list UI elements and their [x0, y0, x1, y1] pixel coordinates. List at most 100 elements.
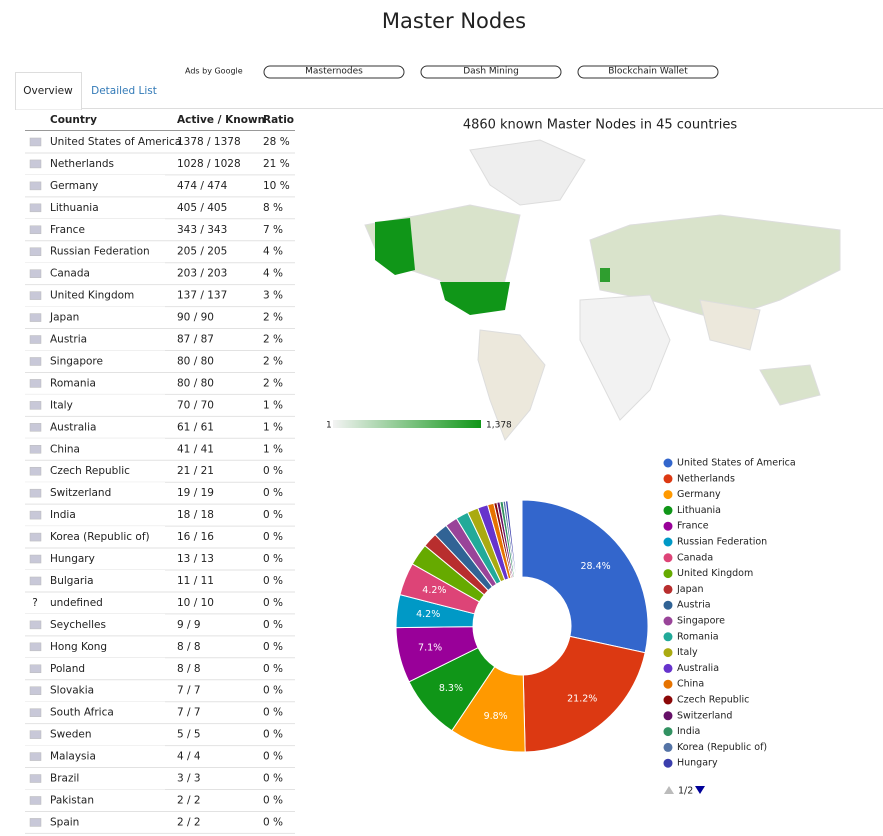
table-cell: 90 / 90 [177, 312, 214, 324]
ad-link[interactable]: Blockchain Wallet [608, 67, 688, 77]
table-cell: 7 / 7 [177, 707, 201, 719]
legend-label[interactable]: China [677, 679, 704, 690]
legend-label[interactable]: France [677, 521, 709, 532]
legend-label[interactable]: Korea (Republic of) [677, 742, 767, 753]
legend-label[interactable]: Netherlands [677, 473, 735, 484]
legend-label[interactable]: Japan [676, 584, 704, 595]
legend-swatch [663, 695, 673, 705]
pie-slice[interactable] [521, 499, 649, 654]
legend-swatch [663, 553, 673, 563]
table-cell: China [50, 443, 80, 455]
table-header: Country [50, 114, 97, 126]
flag [29, 313, 42, 322]
table-cell: Romania [50, 377, 96, 389]
table-cell: 11 / 11 [177, 575, 214, 587]
table-cell: 0 % [263, 531, 283, 543]
flag [29, 752, 42, 761]
map-title: 4860 known Master Nodes in 45 countries [463, 118, 738, 133]
table-cell: Austria [50, 334, 87, 346]
pie-slice[interactable] [504, 500, 518, 578]
tab[interactable]: Detailed List [91, 85, 157, 97]
row-bg [25, 174, 165, 197]
map-legend-bar [333, 420, 481, 428]
table-cell: 474 / 474 [177, 180, 228, 192]
table-cell: 2 % [263, 377, 283, 389]
table-cell: 0 % [263, 794, 283, 806]
legend-label[interactable]: United States of America [677, 458, 796, 469]
flag [29, 137, 42, 147]
row-bg [25, 218, 165, 241]
table-cell: 80 / 80 [177, 377, 214, 389]
ad-link[interactable]: Dash Mining [463, 67, 519, 77]
table-cell: 7 / 7 [177, 685, 201, 697]
tab[interactable]: Overview [23, 85, 73, 97]
row-bg [25, 394, 165, 417]
table-cell: Bulgaria [50, 575, 94, 587]
legend-label[interactable]: Russian Federation [677, 537, 767, 548]
table-cell: Czech Republic [50, 465, 130, 477]
legend-label[interactable]: Austria [677, 600, 711, 611]
legend-pager[interactable] [664, 786, 705, 794]
row-bg [25, 262, 165, 285]
row-bg [25, 570, 165, 592]
table-cell: Lithuania [50, 202, 99, 214]
flag-unknown: ? [32, 597, 38, 609]
table-cell: 405 / 405 [177, 202, 227, 214]
flag [29, 335, 42, 344]
flag [29, 357, 42, 366]
table-cell: Malaysia [50, 751, 96, 763]
table-cell: 1378 / 1378 [177, 136, 241, 148]
flag [29, 730, 42, 739]
pie-slice[interactable] [522, 635, 646, 753]
legend-label[interactable]: Switzerland [677, 710, 732, 721]
legend-label[interactable]: Canada [677, 552, 713, 563]
legend-page: 1/2 [678, 786, 693, 797]
legend-label[interactable]: Lithuania [677, 505, 721, 516]
legend-label[interactable]: Romania [677, 631, 719, 642]
table-cell: 2 % [263, 334, 283, 346]
table-cell: 2 / 2 [177, 794, 201, 806]
row-bg [25, 526, 165, 549]
legend-label[interactable]: Australia [677, 663, 719, 674]
table-cell: Sweden [50, 729, 92, 741]
legend-swatch [663, 679, 673, 689]
table-cell: 1 % [263, 443, 283, 455]
row-bg [25, 131, 165, 153]
ad-link-box[interactable] [263, 65, 405, 79]
table-cell: 19 / 19 [177, 487, 214, 499]
table-cell: 0 % [263, 663, 283, 675]
table-cell: 0 % [263, 773, 283, 785]
legend-label[interactable]: United Kingdom [677, 568, 753, 579]
row-bg [25, 789, 165, 812]
table-cell: Hong Kong [50, 641, 107, 653]
legend-swatch [663, 474, 673, 484]
table-cell: Spain [50, 816, 79, 828]
legend-label[interactable]: Hungary [677, 758, 718, 769]
legend-label[interactable]: Italy [677, 647, 698, 658]
map-legend-max: 1,378 [486, 421, 512, 431]
flag [29, 796, 42, 805]
ad-link[interactable]: Masternodes [305, 67, 363, 77]
table-cell: South Africa [50, 707, 114, 719]
ad-link-box[interactable] [577, 65, 719, 79]
legend-label[interactable]: Czech Republic [677, 695, 749, 706]
flag [29, 291, 42, 300]
legend-label[interactable]: Germany [677, 489, 721, 500]
ad-link-box[interactable] [420, 65, 562, 79]
legend-label[interactable]: Singapore [677, 616, 725, 627]
legend-swatch [663, 727, 673, 737]
table-cell: Australia [50, 421, 96, 433]
table-cell: 1028 / 1028 [177, 158, 241, 170]
slice-label: 7.1% [418, 643, 442, 654]
row-bg [25, 701, 165, 724]
table-cell: Pakistan [50, 794, 94, 806]
table-cell: 1 % [263, 421, 283, 433]
legend-label[interactable]: India [677, 726, 700, 737]
row-bg [25, 613, 165, 636]
map-legend-min: 1 [326, 421, 332, 431]
slice-label: 21.2% [567, 693, 597, 704]
flag [29, 532, 42, 542]
table-cell: 5 / 5 [177, 729, 201, 741]
tab-active[interactable] [15, 72, 82, 110]
